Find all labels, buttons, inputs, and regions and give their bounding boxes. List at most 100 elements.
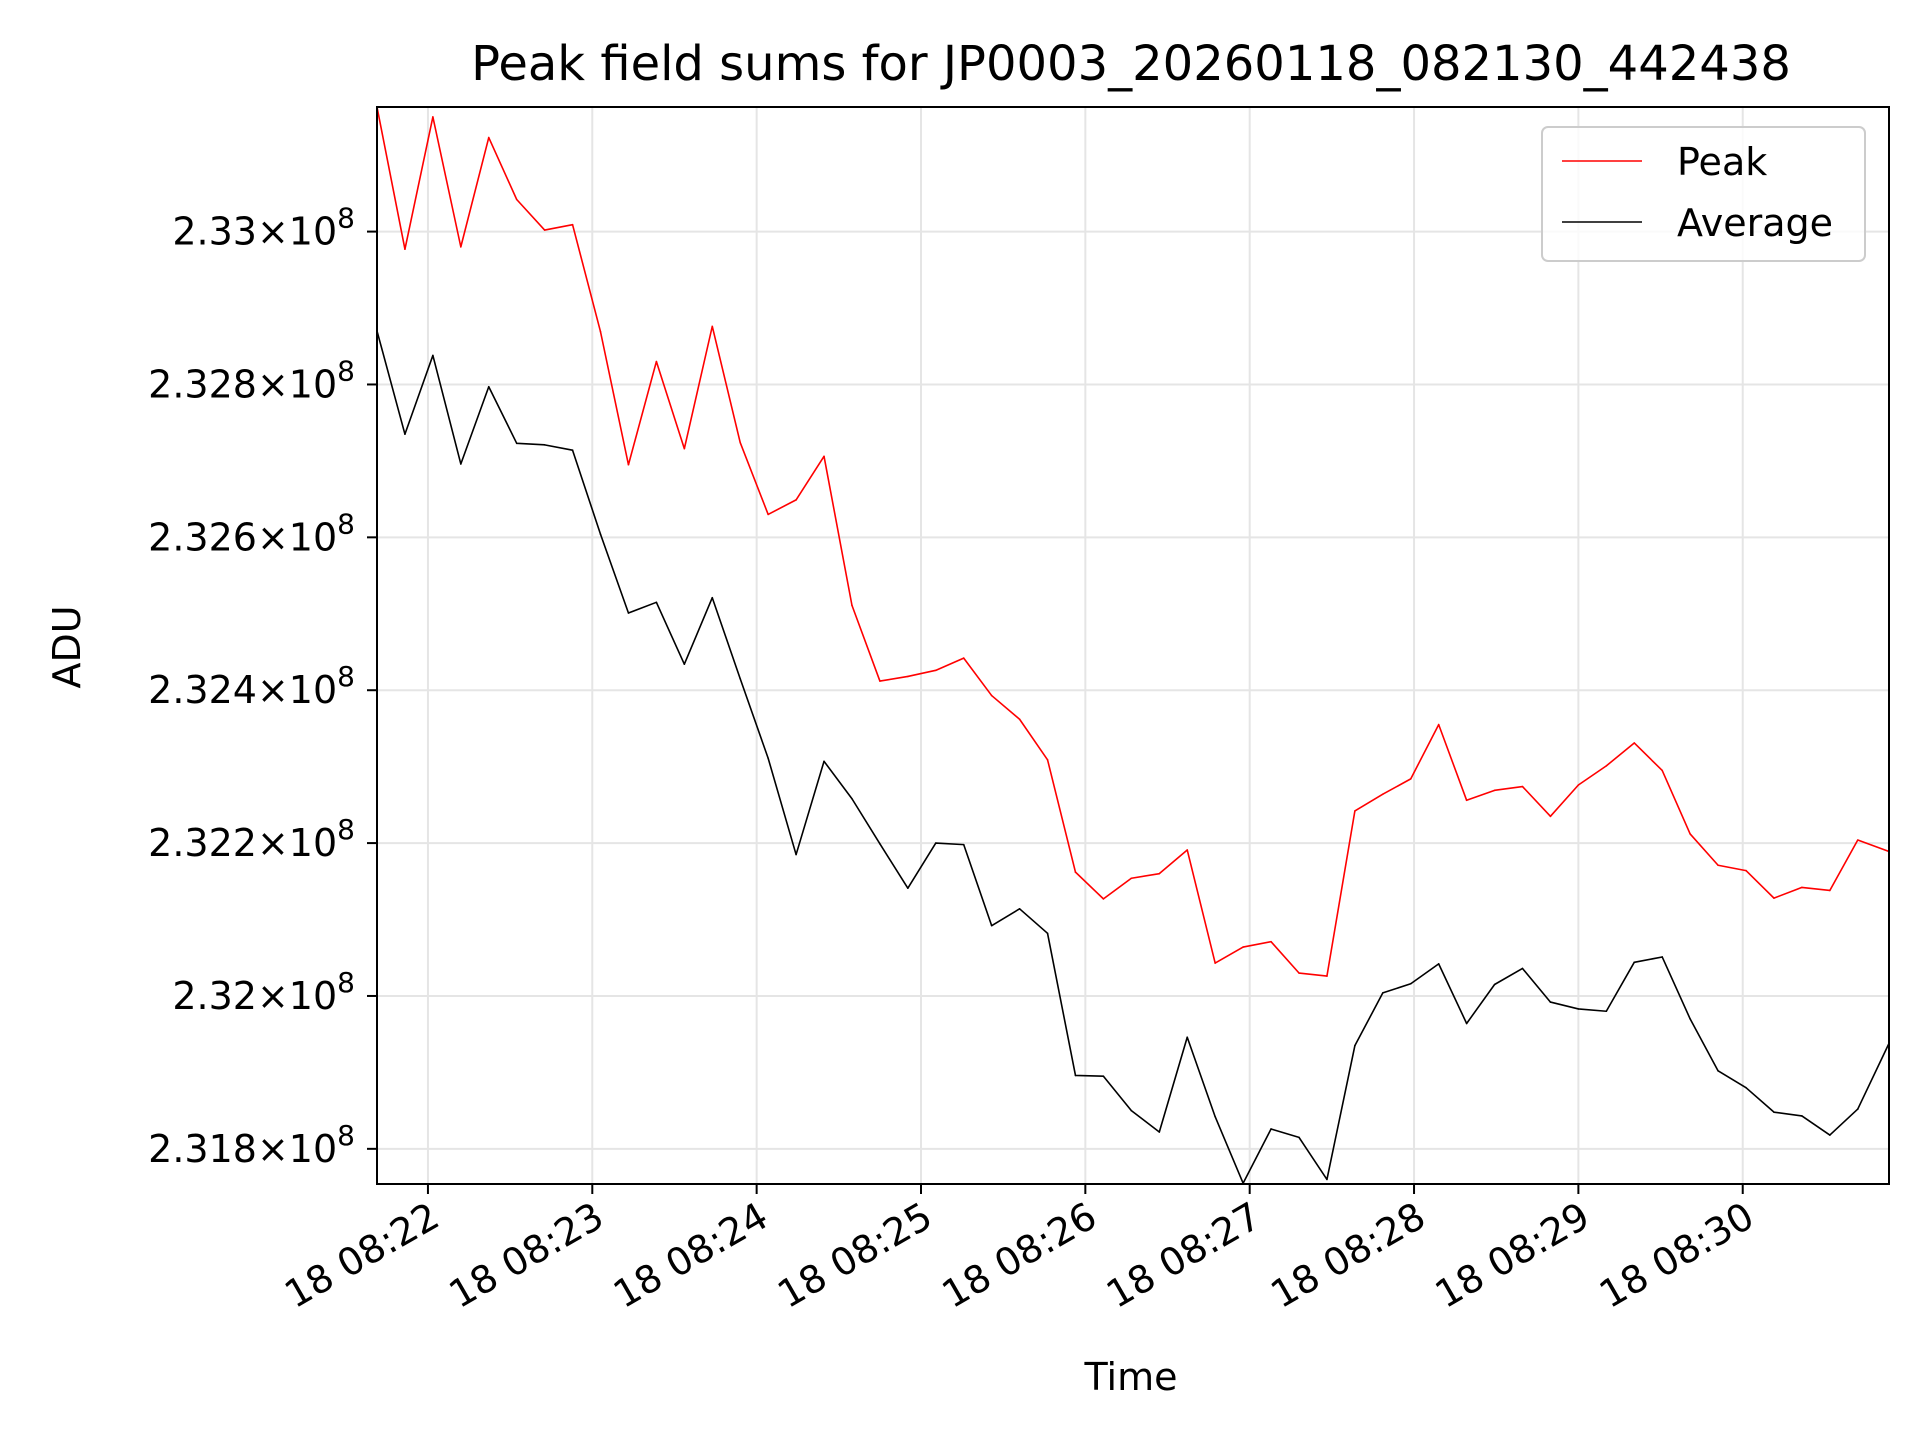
data-point-peak xyxy=(627,463,630,466)
y-tick-times: ×10 xyxy=(257,515,337,559)
data-point-peak xyxy=(1605,765,1608,767)
y-tick-mantissa: 2.328 xyxy=(148,362,257,406)
legend-average-label: Average xyxy=(1677,201,1833,245)
y-tick-mantissa: 2.318 xyxy=(148,1127,257,1171)
y-tick-label: 2.32×108 xyxy=(172,966,355,1018)
data-point-average xyxy=(404,433,406,435)
data-point-average xyxy=(1661,956,1663,958)
x-axis-label: Time xyxy=(1084,1355,1178,1399)
data-point-peak xyxy=(907,675,909,678)
data-point-peak xyxy=(1577,784,1580,786)
data-point-peak xyxy=(1549,815,1552,818)
data-point-average xyxy=(1549,1001,1552,1003)
data-point-average xyxy=(1186,1036,1189,1039)
data-point-average xyxy=(1074,1074,1077,1077)
data-point-average xyxy=(879,843,881,845)
data-point-average xyxy=(1382,992,1384,994)
y-tick-mantissa: 2.33 xyxy=(172,210,257,254)
data-point-peak xyxy=(1717,864,1719,867)
y-tick-label: 2.324×108 xyxy=(148,660,355,712)
data-point-peak xyxy=(571,223,574,226)
data-point-average xyxy=(432,354,434,357)
data-point-peak xyxy=(1354,810,1356,812)
data-point-peak xyxy=(795,499,797,501)
data-point-peak xyxy=(711,325,714,328)
data-point-average xyxy=(460,463,462,465)
data-point-peak xyxy=(1018,718,1021,721)
y-tick-label: 2.328×108 xyxy=(148,354,355,406)
y-tick-exponent: 8 xyxy=(337,660,355,693)
data-point-average xyxy=(1298,1136,1300,1139)
data-point-peak xyxy=(990,694,993,697)
y-axis-label: ADU xyxy=(45,605,89,688)
legend: Peak Average xyxy=(1541,126,1866,262)
data-point-peak xyxy=(1493,789,1496,792)
data-point-average xyxy=(907,887,909,889)
data-point-average xyxy=(487,385,490,388)
data-point-peak xyxy=(1326,975,1328,977)
data-point-average xyxy=(1214,1115,1216,1118)
data-point-average xyxy=(1270,1128,1272,1130)
plot-frame xyxy=(376,106,1890,1185)
data-point-peak xyxy=(1773,897,1775,899)
data-point-average xyxy=(767,757,769,760)
data-point-peak xyxy=(823,455,825,458)
data-point-average xyxy=(962,843,965,846)
data-point-peak xyxy=(487,136,490,139)
chart-title: Peak field sums for JP0003_20260118_0821… xyxy=(471,36,1791,92)
data-point-average xyxy=(515,442,518,445)
grid xyxy=(377,107,1889,1184)
data-point-peak xyxy=(404,248,406,250)
data-point-peak xyxy=(1465,799,1468,802)
y-tick-times: ×10 xyxy=(257,362,337,406)
data-point-average xyxy=(1465,1022,1468,1025)
y-tick-exponent: 8 xyxy=(337,813,355,846)
y-tick-exponent: 8 xyxy=(337,966,355,999)
y-tick-times: ×10 xyxy=(257,210,337,254)
data-point-peak xyxy=(599,330,602,333)
data-point-average xyxy=(1773,1111,1775,1113)
data-point-peak xyxy=(1130,877,1133,880)
data-point-peak xyxy=(1633,742,1636,744)
data-point-peak xyxy=(460,246,462,248)
data-point-peak xyxy=(1437,723,1440,726)
legend-peak-label: Peak xyxy=(1677,140,1767,184)
data-point-peak xyxy=(1521,785,1524,788)
data-point-average xyxy=(1605,1010,1608,1013)
data-point-average xyxy=(1409,982,1412,985)
data-point-average xyxy=(1717,1070,1719,1072)
y-tick-times: ×10 xyxy=(257,668,337,712)
data-point-peak xyxy=(1856,839,1859,841)
y-tick-mantissa: 2.322 xyxy=(148,821,257,865)
data-point-peak xyxy=(1046,758,1049,761)
data-point-average xyxy=(655,601,658,604)
data-point-peak xyxy=(1409,778,1412,780)
data-point-peak xyxy=(934,669,937,672)
data-point-peak xyxy=(1661,769,1663,772)
data-point-peak xyxy=(543,229,546,231)
data-point-average xyxy=(571,449,574,452)
data-point-peak xyxy=(1298,972,1300,974)
data-point-average xyxy=(1102,1075,1105,1078)
data-point-peak xyxy=(1102,898,1105,900)
series-layer xyxy=(377,107,1889,1184)
y-tick-mantissa: 2.326 xyxy=(148,515,257,559)
y-tick-mantissa: 2.324 xyxy=(148,668,257,712)
data-point-peak xyxy=(655,360,658,363)
data-point-average xyxy=(1493,983,1496,986)
data-point-peak xyxy=(1801,886,1803,889)
y-tick-times: ×10 xyxy=(257,1127,337,1171)
data-point-average xyxy=(1521,967,1524,970)
y-tick-label: 2.318×108 xyxy=(148,1119,355,1171)
y-tick-exponent: 8 xyxy=(337,1119,355,1152)
data-point-average xyxy=(1354,1044,1356,1047)
data-point-average xyxy=(1437,963,1440,965)
data-point-average xyxy=(683,663,686,666)
data-point-average xyxy=(1689,1018,1691,1020)
data-point-average xyxy=(739,677,742,680)
y-tick-label: 2.326×108 xyxy=(148,507,355,559)
data-point-peak xyxy=(1074,871,1077,873)
data-point-average xyxy=(934,842,937,844)
data-point-peak xyxy=(1186,849,1189,851)
